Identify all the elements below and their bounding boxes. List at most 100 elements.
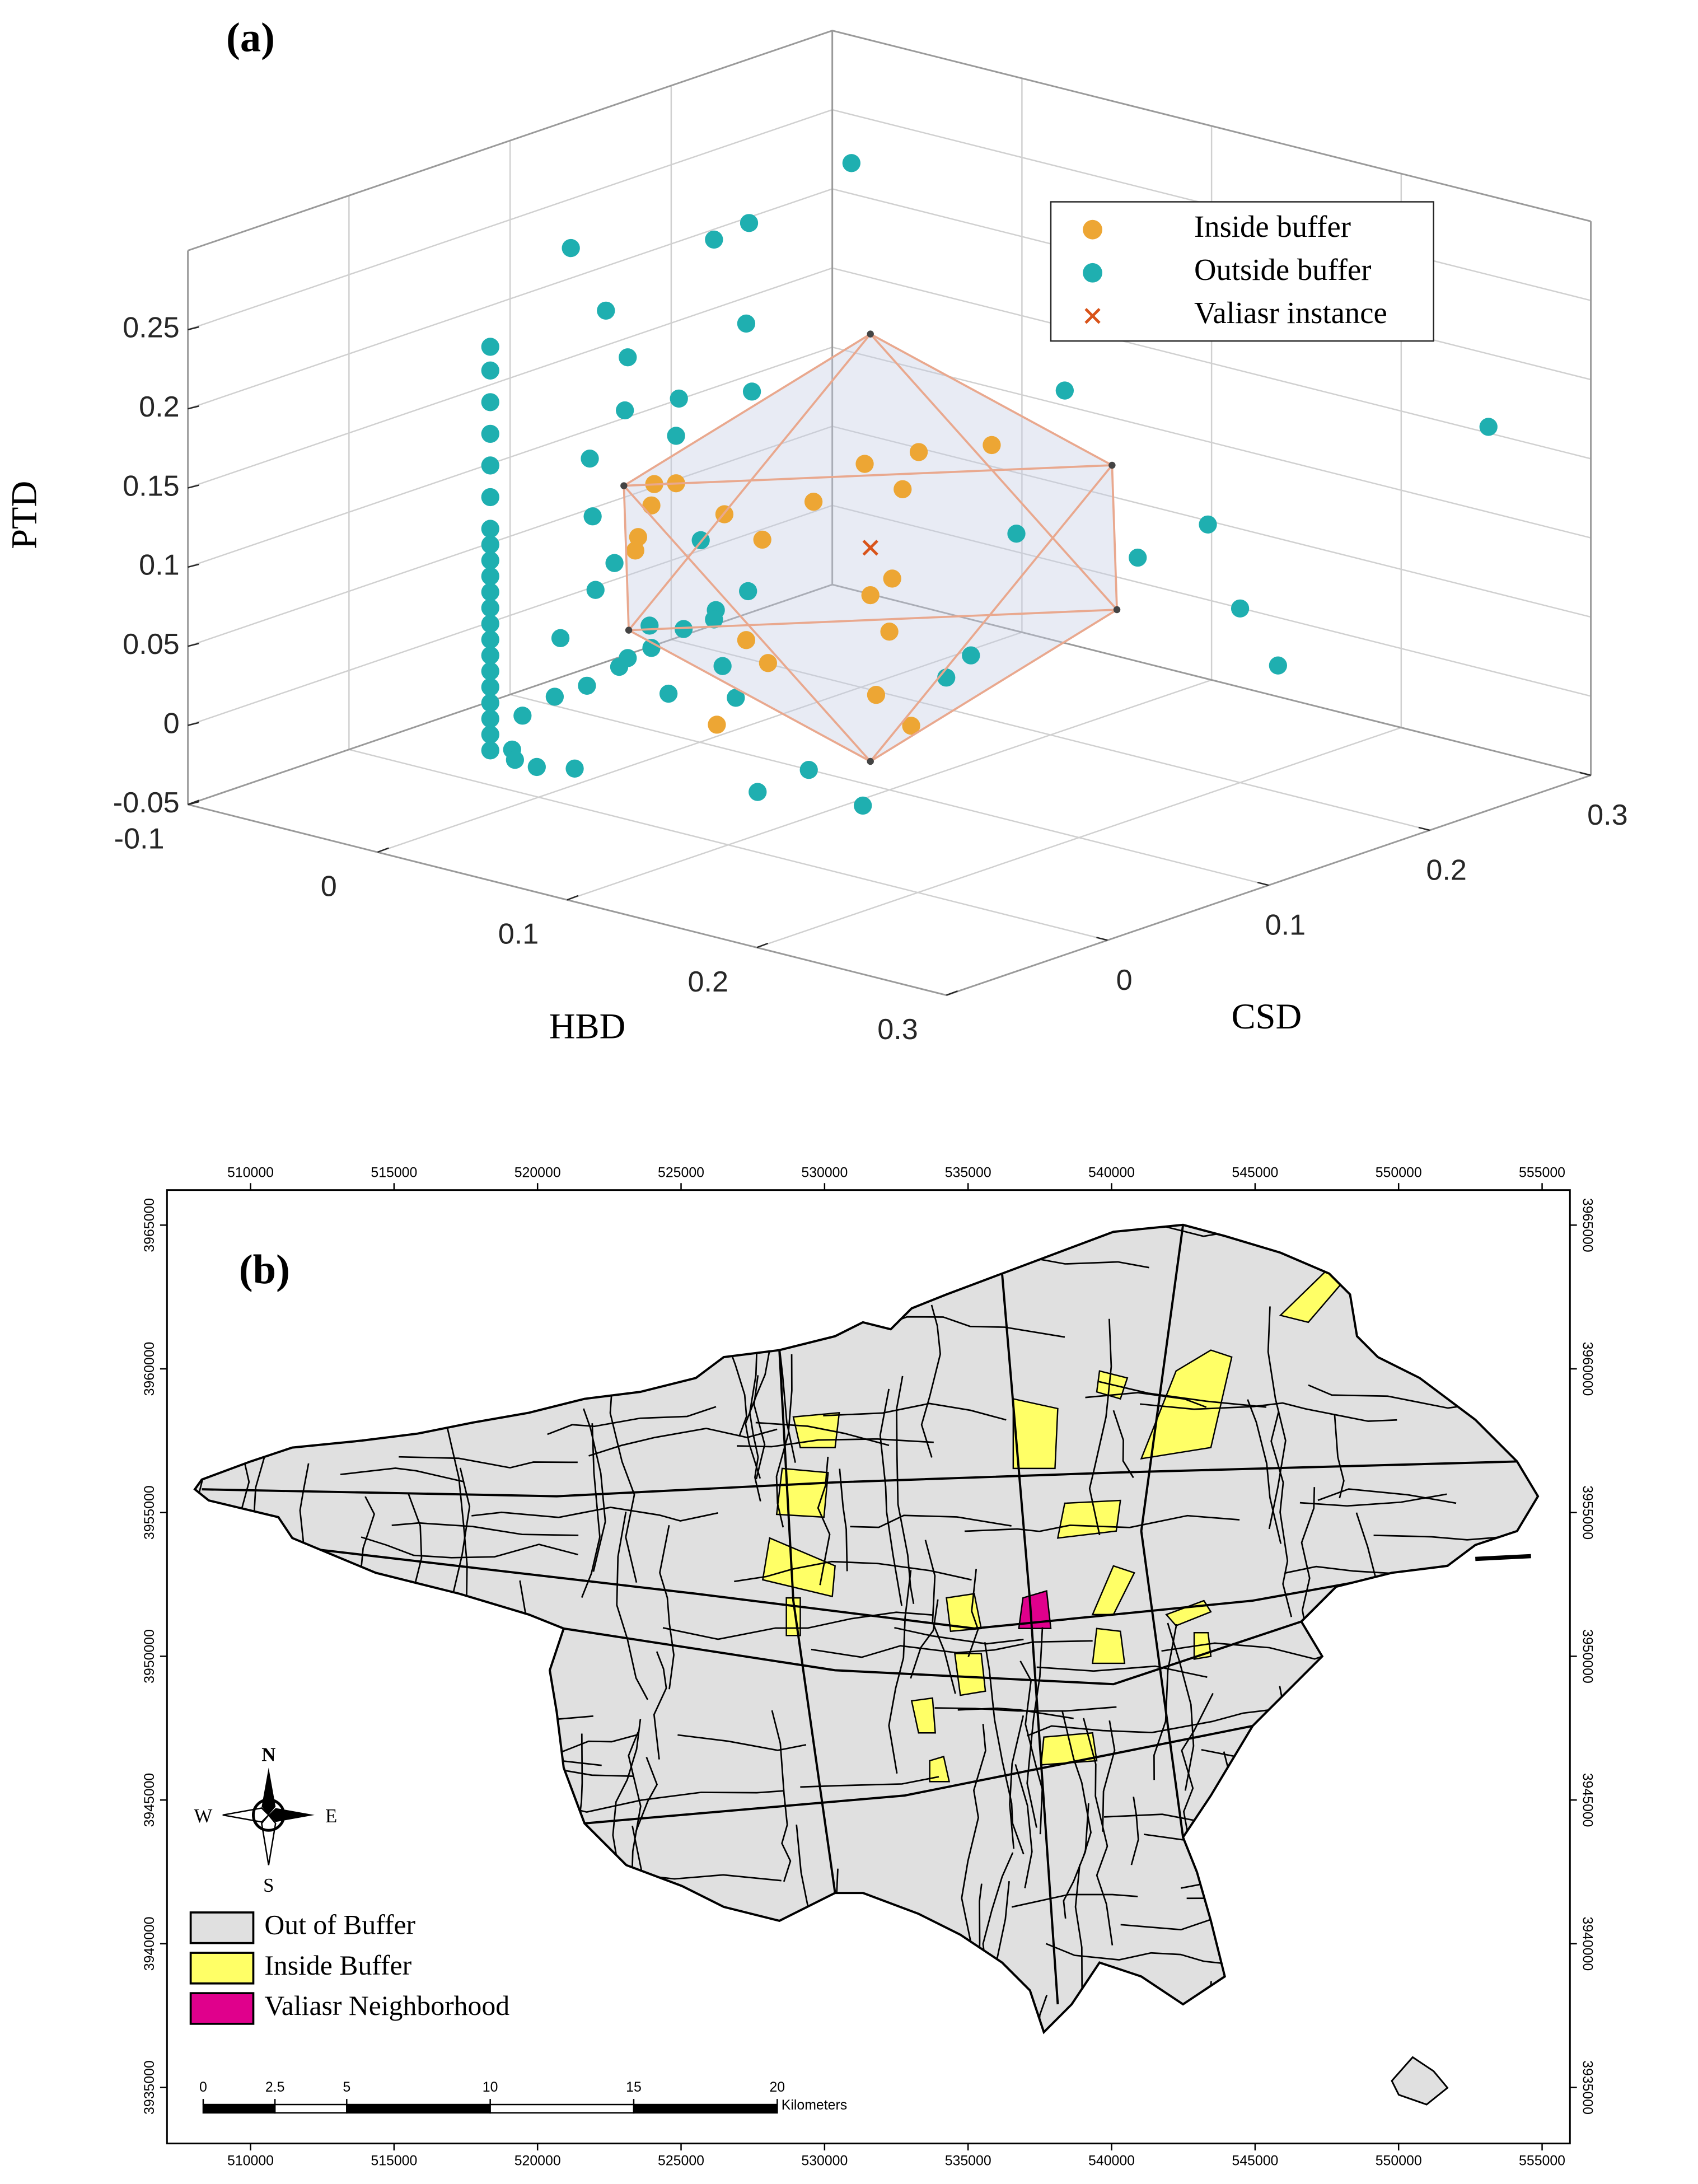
scale-label: 10 bbox=[483, 2079, 498, 2095]
boundary-line bbox=[963, 1963, 980, 2032]
scale-segment bbox=[202, 2103, 276, 2114]
x-tick-label: 540000 bbox=[1088, 1165, 1135, 1180]
buffer-vertex bbox=[867, 330, 874, 338]
boundary-line bbox=[659, 1524, 675, 1690]
inside-patch bbox=[792, 1412, 840, 1448]
buffer-edge bbox=[869, 609, 1118, 763]
x-tick bbox=[188, 799, 199, 806]
buffer-edge bbox=[869, 333, 1118, 611]
legend-label: Inside buffer bbox=[1194, 209, 1351, 244]
buffer-edge bbox=[869, 464, 1113, 763]
inside-patch bbox=[1056, 1499, 1121, 1539]
boundary-line bbox=[775, 1354, 793, 1528]
point bbox=[749, 783, 767, 801]
point bbox=[481, 551, 499, 570]
point bbox=[799, 761, 818, 779]
boundary-line bbox=[1427, 1853, 1538, 1872]
z-tick-label: -0.05 bbox=[113, 787, 180, 819]
boundary-line bbox=[635, 1757, 658, 1832]
scale-segment bbox=[274, 2103, 348, 2114]
boundary-line bbox=[547, 1406, 717, 1435]
point bbox=[481, 535, 499, 554]
boundary-line bbox=[1476, 1247, 1493, 1358]
y-tick-label: 3950000 bbox=[142, 1629, 157, 1683]
boundary-line bbox=[235, 1286, 249, 1399]
point bbox=[867, 685, 886, 704]
grid bbox=[187, 30, 1592, 997]
boundary-line bbox=[1399, 1823, 1414, 1924]
boundary-line bbox=[355, 1964, 367, 2032]
boundary-line bbox=[1112, 1410, 1134, 1479]
boundary-line bbox=[1317, 1488, 1457, 1504]
point bbox=[1055, 381, 1074, 400]
x-tick-label: 515000 bbox=[371, 1165, 417, 1180]
boundary-line bbox=[961, 1724, 986, 1949]
boundary-line bbox=[414, 1865, 437, 2032]
y-tick bbox=[1257, 882, 1269, 886]
compass-ring bbox=[251, 1798, 286, 1832]
point bbox=[753, 530, 771, 549]
z-tick-label: 0.1 bbox=[139, 549, 180, 582]
boundary-line bbox=[1029, 1994, 1048, 2032]
legend-marker bbox=[1083, 263, 1102, 283]
boundary-line bbox=[391, 1522, 579, 1536]
x-tick-label: 550000 bbox=[1376, 2153, 1422, 2169]
y-tick-label: 3955000 bbox=[142, 1485, 157, 1540]
x-tick bbox=[756, 942, 769, 948]
boundary-line bbox=[588, 1427, 778, 1457]
boundary-line bbox=[753, 1375, 766, 1480]
boundary-line bbox=[269, 1785, 429, 1814]
buffer-face bbox=[629, 609, 1117, 761]
x-tick-label: 525000 bbox=[658, 1165, 704, 1180]
buffer-edge bbox=[628, 333, 872, 631]
legend-label: Out of Buffer bbox=[264, 1910, 415, 1940]
z-tick bbox=[188, 405, 199, 410]
point bbox=[481, 361, 499, 380]
legend-label: Valiasr instance bbox=[1194, 296, 1387, 330]
boundary-line bbox=[507, 1973, 518, 2032]
boundary-line bbox=[1186, 1897, 1401, 1904]
scale-label: 0 bbox=[199, 2079, 207, 2095]
point bbox=[562, 238, 580, 258]
legend-swatch bbox=[189, 1992, 255, 2025]
point bbox=[1269, 656, 1287, 675]
boundary-line bbox=[464, 1241, 704, 1266]
main-road bbox=[202, 1460, 1517, 1498]
point bbox=[842, 154, 861, 172]
x-tick-label: 520000 bbox=[514, 2153, 561, 2169]
point bbox=[861, 586, 880, 605]
boundary-line bbox=[1247, 1399, 1282, 1544]
legend-swatch bbox=[189, 1952, 255, 1985]
x-tick-label: 555000 bbox=[1519, 2153, 1565, 2169]
boundary-line bbox=[1270, 1411, 1293, 1617]
point bbox=[578, 676, 596, 695]
buffer-edge bbox=[628, 629, 871, 763]
buffer-edge bbox=[623, 485, 630, 630]
boundary-line bbox=[1098, 1381, 1267, 1408]
boundary-line bbox=[817, 1456, 831, 1586]
point bbox=[739, 582, 757, 601]
point bbox=[1479, 418, 1498, 436]
boundary-line bbox=[1351, 1852, 1538, 1863]
point bbox=[1199, 515, 1217, 534]
panel-b: (b) N S W E 5100005100005150005150005200… bbox=[142, 1165, 1595, 2169]
point bbox=[804, 493, 823, 511]
axis-box-edge bbox=[188, 583, 1591, 806]
point bbox=[605, 554, 624, 572]
boundary-line bbox=[1027, 1708, 1280, 1737]
boundary-line bbox=[1503, 1779, 1538, 1790]
buffer-edge bbox=[623, 485, 872, 763]
boundary-line bbox=[324, 1564, 355, 1725]
x-tick-label: 540000 bbox=[1088, 2153, 1135, 2169]
x-tick-label: 555000 bbox=[1519, 1165, 1565, 1180]
point bbox=[481, 614, 499, 633]
boundary-line bbox=[1083, 1718, 1114, 1946]
point bbox=[481, 709, 499, 728]
main-road bbox=[584, 1724, 1253, 1825]
boundary-line bbox=[1337, 1224, 1531, 1237]
boundary-line bbox=[195, 1624, 386, 1638]
point bbox=[597, 301, 615, 320]
point bbox=[619, 649, 637, 667]
boundary-line bbox=[491, 1232, 644, 1246]
point bbox=[667, 427, 685, 445]
